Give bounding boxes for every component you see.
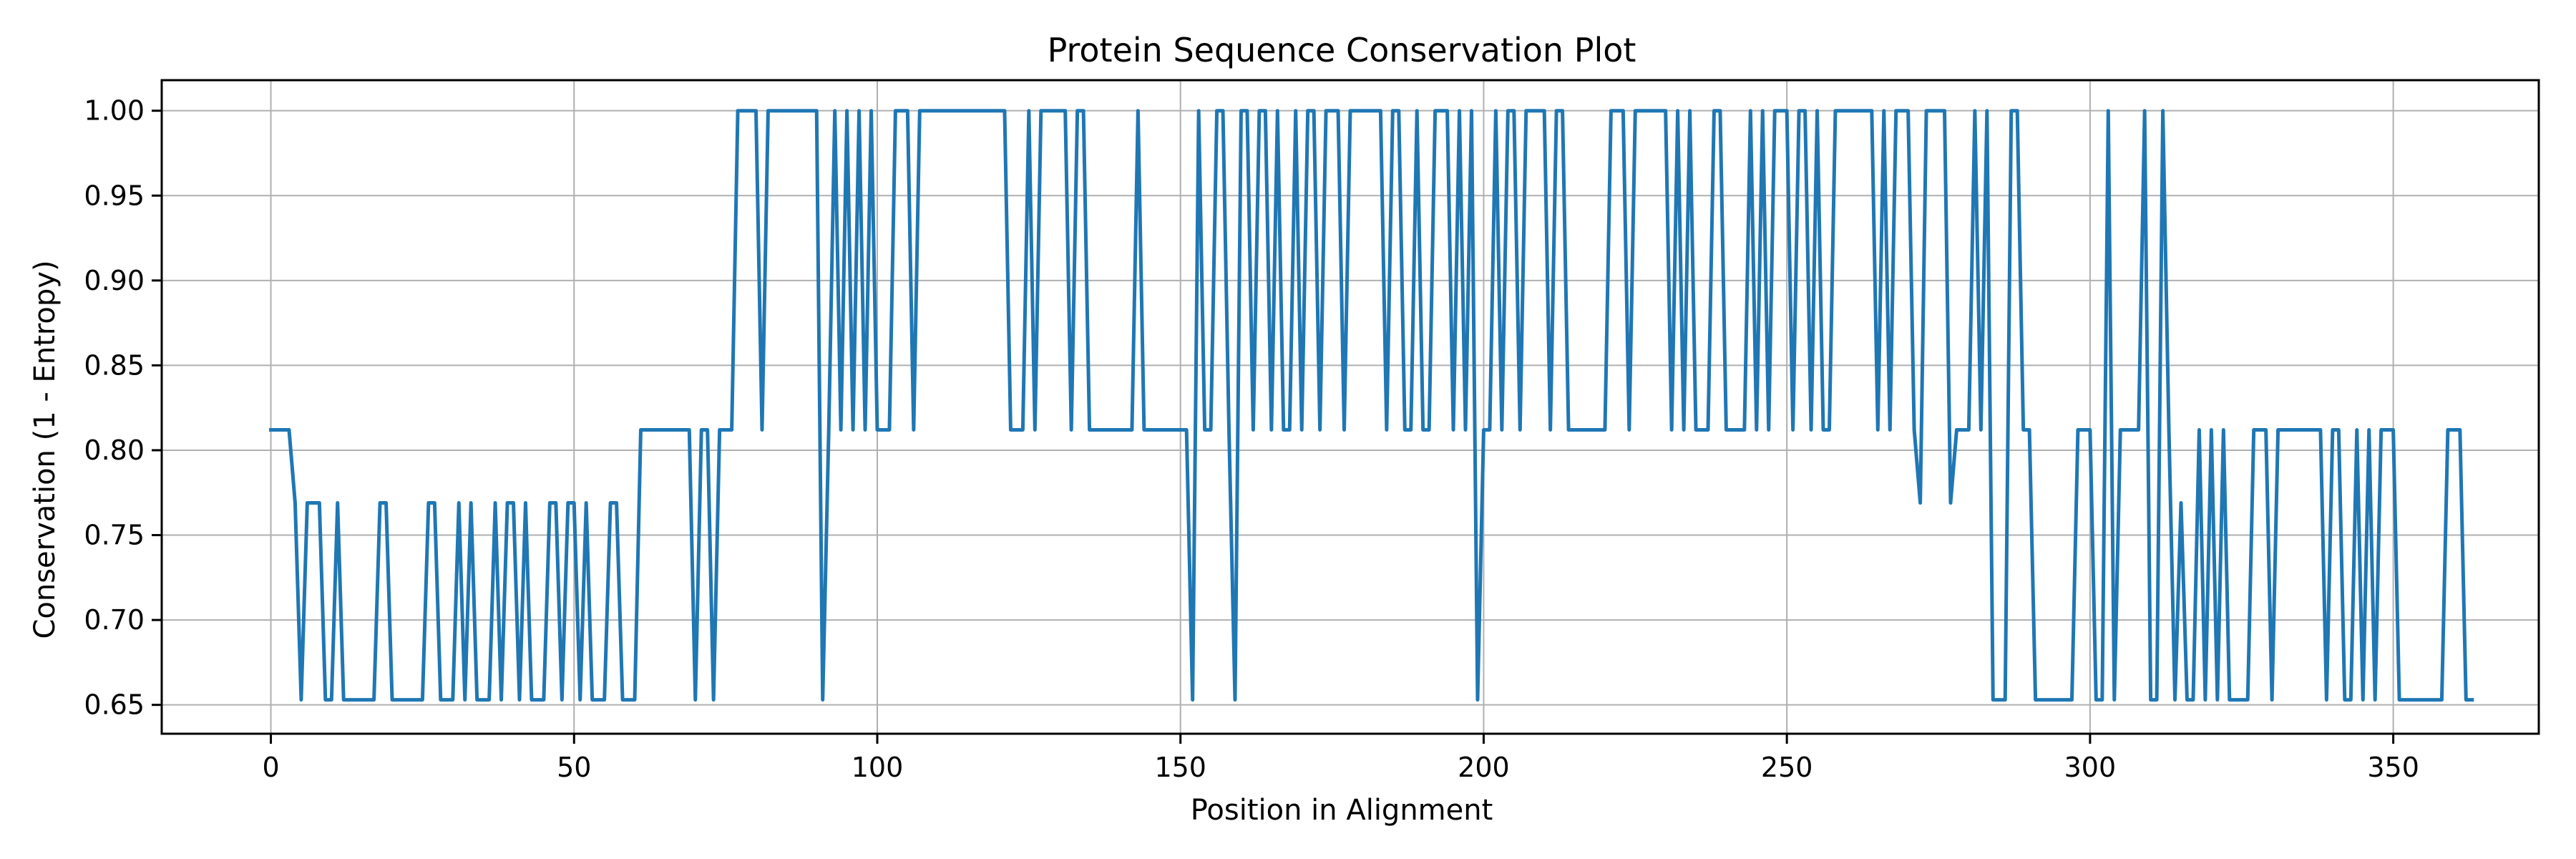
tick-layer: 0 50 100 150 200 250 300 350 0.65 0.70 0.75 0.80 0.8…: [84, 95, 2419, 783]
x-axis-label: Position in Alignment: [1191, 794, 1493, 827]
x-tick-label: 200: [1458, 752, 1510, 783]
x-tick-label: 250: [1761, 752, 1813, 783]
y-tick-label: 0.85: [84, 349, 145, 381]
x-tick-label: 100: [852, 752, 904, 783]
y-tick-label: 0.95: [84, 180, 145, 211]
y-tick-label: 0.75: [84, 520, 145, 551]
plot-layer: [269, 109, 2474, 702]
plot-frame: [160, 79, 2540, 735]
axes-layer: [160, 79, 2540, 735]
y-tick-label: 0.70: [84, 604, 145, 636]
y-axis-label: Conservation (1 - Entropy): [29, 260, 62, 639]
conservation-series-line: [269, 109, 2474, 702]
chart-title: Protein Sequence Conservation Plot: [1048, 31, 1636, 69]
x-tick-label: 350: [2367, 752, 2419, 783]
y-tick-label: 0.65: [84, 689, 145, 721]
y-tick-label: 0.90: [84, 265, 145, 296]
y-tick-label: 1.00: [84, 95, 145, 127]
x-tick-label: 50: [557, 752, 591, 783]
x-tick-label: 0: [262, 752, 279, 783]
y-tick-label: 0.80: [84, 435, 145, 466]
x-tick-label: 150: [1154, 752, 1206, 783]
x-tick-label: 300: [2064, 752, 2117, 783]
